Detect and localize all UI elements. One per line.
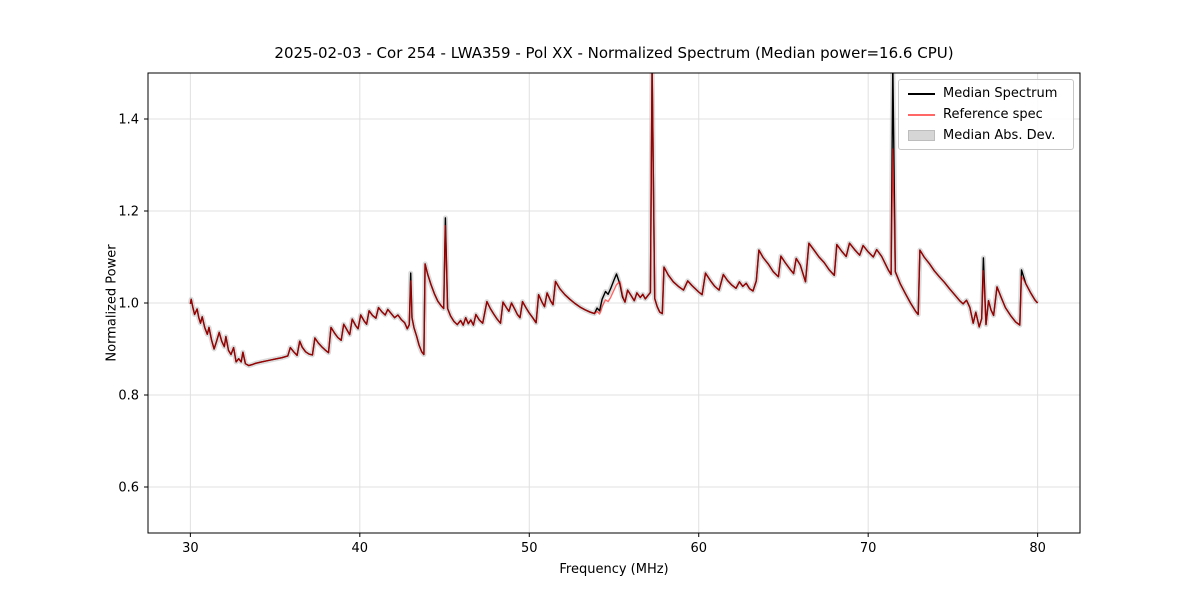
legend: Median Spectrum Reference spec Median Ab… bbox=[898, 79, 1074, 150]
x-tick-label: 30 bbox=[182, 541, 199, 556]
legend-row-mad: Median Abs. Dev. bbox=[908, 127, 1063, 144]
x-tick-label: 50 bbox=[521, 541, 538, 556]
legend-label-mad: Median Abs. Dev. bbox=[943, 128, 1056, 143]
reference-spec-line-swatch bbox=[908, 113, 935, 116]
legend-label-median-spectrum: Median Spectrum bbox=[943, 86, 1058, 101]
legend-row-median-spectrum: Median Spectrum bbox=[908, 85, 1063, 102]
legend-label-reference-spec: Reference spec bbox=[943, 107, 1043, 122]
x-tick-label: 40 bbox=[352, 541, 369, 556]
y-tick-label: 0.6 bbox=[118, 481, 139, 496]
reference-spec-line bbox=[189, 73, 1039, 367]
x-tick-label: 70 bbox=[860, 541, 877, 556]
plot-area bbox=[187, 73, 1040, 369]
y-tick-label: 1.0 bbox=[118, 297, 139, 312]
y-tick-label: 0.8 bbox=[118, 389, 139, 404]
y-tick-label: 1.2 bbox=[118, 205, 139, 220]
mad-band-patch-swatch bbox=[908, 130, 935, 141]
x-tick-label: 80 bbox=[1029, 541, 1046, 556]
median-spectrum-line-swatch bbox=[908, 92, 935, 95]
x-axis-label: Frequency (MHz) bbox=[559, 562, 669, 577]
y-axis-label: Normalized Power bbox=[104, 244, 120, 362]
legend-row-reference-spec: Reference spec bbox=[908, 106, 1063, 123]
y-tick-label: 1.4 bbox=[118, 113, 139, 128]
x-tick-label: 60 bbox=[690, 541, 707, 556]
chart-title: 2025-02-03 - Cor 254 - LWA359 - Pol XX -… bbox=[274, 44, 954, 62]
